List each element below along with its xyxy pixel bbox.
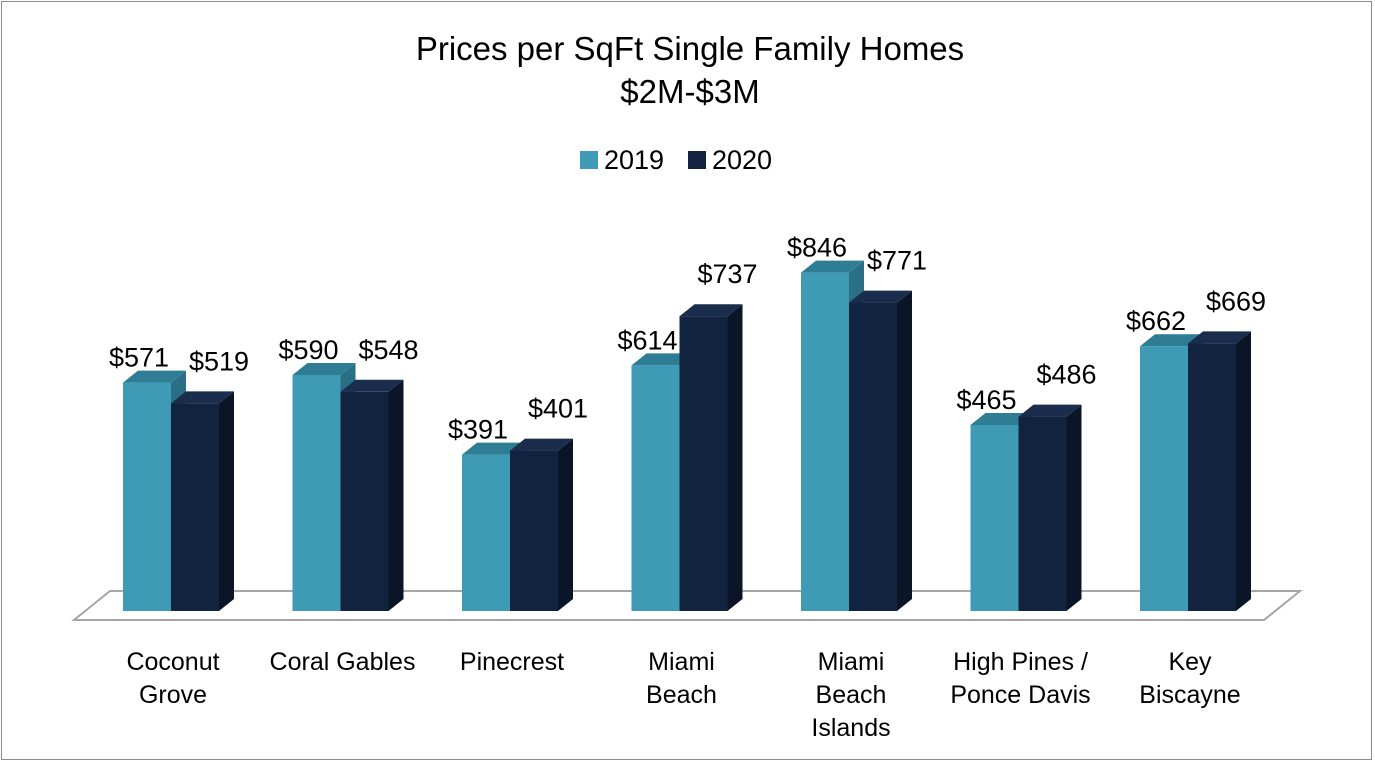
category-label: Coral Gables: [270, 648, 416, 676]
category-label: High Pines /: [953, 648, 1088, 676]
category-label: Miami: [648, 648, 715, 676]
category-label: Beach: [816, 681, 887, 709]
data-label: $519: [189, 346, 249, 376]
data-label: $590: [278, 335, 338, 365]
category-label: Ponce Davis: [950, 681, 1090, 709]
legend-label-2020: 2020: [712, 145, 772, 175]
chart-title: Prices per SqFt Single Family Homes: [416, 30, 964, 67]
category-label: Grove: [139, 681, 207, 709]
data-labels-group: $571 $519 $590 $548 $391 $401 $614 $737 $846 $771…: [109, 233, 1266, 445]
bars-group: [123, 260, 1251, 611]
bar-2020-5: [1018, 404, 1082, 611]
data-label: $391: [448, 415, 508, 445]
category-label: Biscayne: [1139, 681, 1240, 709]
bar-2020-0: [171, 391, 234, 611]
legend-swatch-2019: [580, 151, 598, 169]
data-label: $737: [697, 259, 757, 289]
bar-2020-2: [510, 438, 573, 611]
category-label: Beach: [646, 681, 717, 709]
category-labels-group: Coconut Grove Coral Gables Pinecrest Miami Be…: [126, 648, 1240, 742]
category-label: Pinecrest: [460, 648, 564, 676]
category-label: Miami: [818, 648, 885, 676]
data-label: $401: [528, 394, 588, 424]
chart-subtitle: $2M-$3M: [620, 73, 759, 110]
legend-label-2019: 2019: [604, 145, 664, 175]
bar-2020-3: [679, 304, 743, 611]
legend: 2019 2020: [580, 145, 772, 175]
legend-swatch-2020: [688, 151, 706, 169]
data-label: $846: [787, 233, 847, 263]
category-label: Islands: [811, 714, 890, 742]
bar-2020-4: [849, 290, 912, 611]
data-label: $465: [956, 385, 1016, 415]
data-label: $548: [358, 335, 418, 365]
data-label: $662: [1126, 306, 1186, 336]
data-label: $614: [617, 325, 677, 355]
category-label: Coconut: [126, 648, 219, 676]
data-label: $486: [1036, 360, 1096, 390]
data-label: $571: [109, 343, 169, 373]
bar-2020-1: [340, 379, 404, 611]
bar-2020-6: [1188, 331, 1251, 611]
data-label: $771: [867, 246, 927, 276]
data-label: $669: [1206, 286, 1266, 316]
category-label: Key: [1168, 648, 1212, 676]
